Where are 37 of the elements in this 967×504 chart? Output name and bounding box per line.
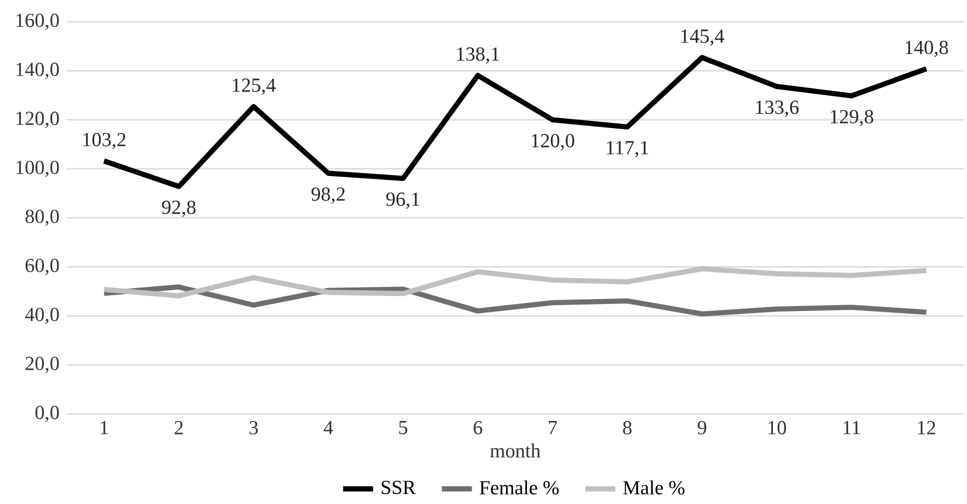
x-tick-label: 7 xyxy=(548,421,557,434)
data-label: 138,1 xyxy=(457,47,500,64)
data-label: 140,8 xyxy=(906,40,948,58)
x-tick-label: 8 xyxy=(623,421,632,434)
x-tick-label: 10 xyxy=(768,421,786,434)
y-tick-label: 80,0 xyxy=(26,210,59,226)
x-tick-label: 6 xyxy=(474,421,482,434)
x-tick-label: 9 xyxy=(698,421,706,434)
data-label: 125,4 xyxy=(232,78,276,95)
legend-label: Female % xyxy=(480,480,559,495)
y-tick-label: 0,0 xyxy=(35,406,59,422)
y-tick-label: 160,0 xyxy=(16,14,59,30)
x-tick-label: 11 xyxy=(844,421,860,434)
data-label: 96,1 xyxy=(386,192,420,209)
y-tick-label: 20,0 xyxy=(26,356,59,374)
y-tick-label: 140,0 xyxy=(16,62,59,79)
y-tick-label: 60,0 xyxy=(26,258,59,276)
data-label: 103,2 xyxy=(83,132,126,150)
y-tick-label: 100,0 xyxy=(16,160,59,177)
data-label: 120,0 xyxy=(532,134,574,150)
data-label: 129,8 xyxy=(830,110,874,126)
x-tick-label: 1 xyxy=(100,421,108,434)
y-tick-label: 120,0 xyxy=(16,112,59,128)
data-label: 117,1 xyxy=(607,141,648,158)
legend-label: SSR xyxy=(382,480,416,494)
x-tick-label: 12 xyxy=(918,421,936,434)
x-axis-title: month xyxy=(490,444,540,458)
y-tick-label: 40,0 xyxy=(25,308,59,324)
data-label: 98,2 xyxy=(312,187,345,204)
x-tick-label: 4 xyxy=(324,421,334,434)
x-tick-label: 2 xyxy=(174,421,183,434)
data-label: 92,8 xyxy=(162,200,196,217)
data-label: 145,4 xyxy=(681,30,724,46)
legend-label: Male % xyxy=(623,480,684,495)
x-tick-label: 3 xyxy=(250,421,258,434)
data-label: 133,6 xyxy=(756,100,799,117)
x-tick-label: 5 xyxy=(399,421,408,434)
